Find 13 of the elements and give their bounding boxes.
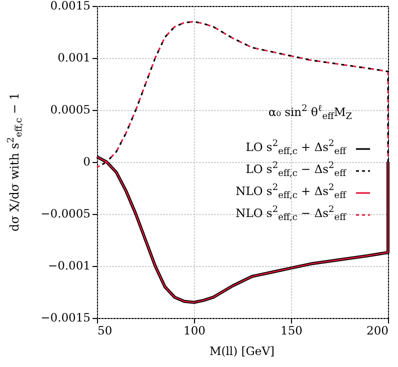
x-tick-label: 150 [280,324,302,338]
y-tick-label: 0.001 [58,50,90,64]
x-tick-label: 50 [98,324,112,338]
x-tick-label: 100 [184,324,206,338]
annotation: α₀ sin$^{2}$ θ$^{ℓ}$$_{eff}$M$_{Z}$ [268,104,352,122]
y-tick-label: 0 [83,154,90,168]
y-tick-label: −0.0015 [40,310,90,324]
x-tick-label: 200 [366,324,388,338]
y-tick-label: −0.001 [48,258,90,272]
y-tick-label: 0.0005 [50,102,90,116]
y-tick-label: 0.0015 [50,0,90,12]
y-tick-label: −0.0005 [40,206,90,220]
x-axis-title: M(ll) [GeV] [209,344,275,358]
